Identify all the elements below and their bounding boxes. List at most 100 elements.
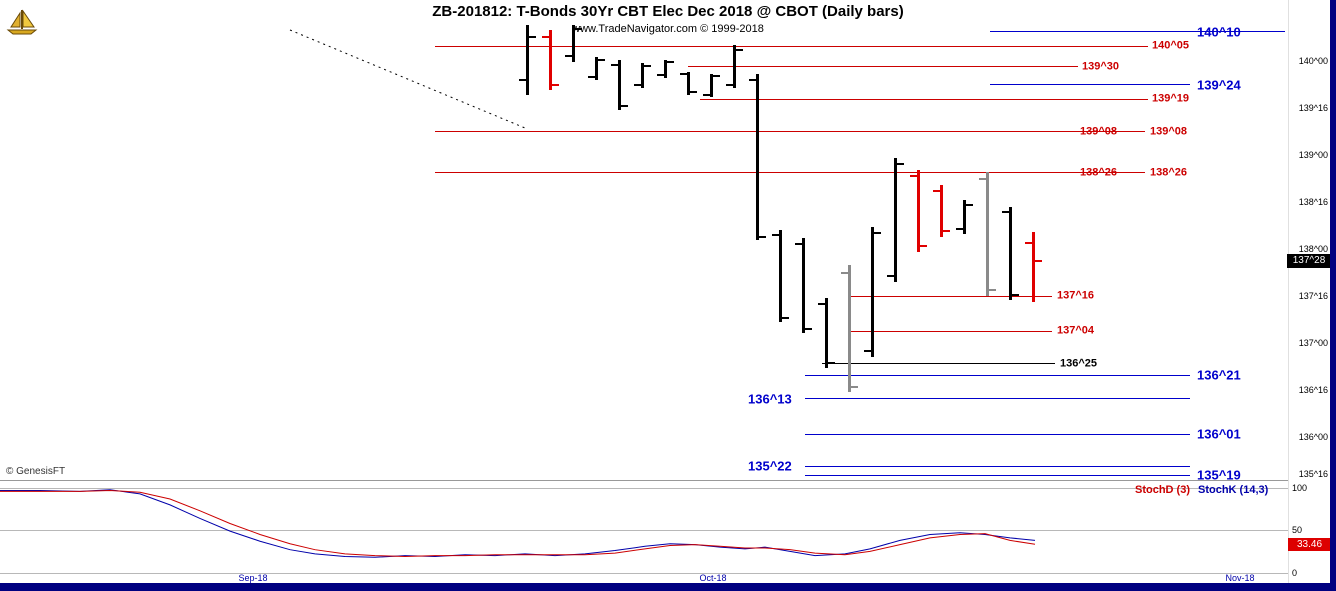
- price-axis-label: 136^00: [1298, 432, 1328, 442]
- price-axis-label: 138^16: [1298, 197, 1328, 207]
- price-line-139^19[interactable]: [700, 98, 1148, 100]
- price-line-label-139^30: 139^30: [1082, 60, 1120, 73]
- price-line-label-140^10: 140^10: [1197, 24, 1241, 40]
- price-line-label-140^05: 140^05: [1152, 39, 1190, 52]
- ohlc-bar[interactable]: [756, 74, 759, 240]
- open-tick: [680, 73, 687, 76]
- stoch-axis-label: 100: [1292, 483, 1308, 493]
- ohlc-bar[interactable]: [940, 185, 943, 237]
- close-tick: [529, 35, 536, 38]
- price-line-136^25[interactable]: [822, 363, 1055, 365]
- close-tick: [943, 230, 950, 233]
- price-line-label-136^21: 136^21: [1197, 367, 1241, 383]
- open-tick: [910, 174, 917, 177]
- open-tick: [887, 275, 894, 278]
- stoch-axis-label: 0: [1292, 567, 1298, 578]
- close-tick: [1035, 259, 1042, 262]
- price-axis-label: 139^16: [1298, 103, 1328, 113]
- stoch-gridline-100: [0, 488, 1288, 489]
- date-axis-label: Oct-18: [699, 573, 727, 583]
- ohlc-bar[interactable]: [687, 72, 690, 95]
- close-tick: [667, 60, 674, 63]
- open-tick: [1025, 242, 1032, 245]
- close-tick: [552, 83, 559, 86]
- open-tick: [726, 83, 733, 86]
- open-tick: [979, 177, 986, 180]
- price-line-label-136^25: 136^25: [1060, 357, 1098, 370]
- price-line-label-138^26: 138^26: [1150, 166, 1188, 179]
- ohlc-bar[interactable]: [595, 57, 598, 80]
- genesis-logo-icon[interactable]: [5, 8, 39, 36]
- open-tick: [818, 302, 825, 305]
- price-line-136^21[interactable]: [805, 374, 1190, 376]
- panel-divider: [0, 480, 1288, 481]
- open-tick: [657, 74, 664, 77]
- ohlc-bar[interactable]: [894, 157, 897, 282]
- ohlc-bar[interactable]: [1032, 232, 1035, 302]
- ohlc-bar[interactable]: [871, 227, 874, 358]
- price-line-139^30[interactable]: [688, 66, 1078, 68]
- open-tick: [864, 350, 871, 353]
- ohlc-bar[interactable]: [664, 60, 667, 78]
- ohlc-bar[interactable]: [549, 29, 552, 91]
- price-line-label-135^22: 135^22: [748, 458, 792, 474]
- open-tick: [1002, 211, 1009, 214]
- close-tick: [644, 64, 651, 67]
- ohlc-bar[interactable]: [779, 230, 782, 323]
- price-line-136^01[interactable]: [805, 433, 1190, 435]
- price-line-135^19[interactable]: [805, 474, 1190, 476]
- ohlc-bar[interactable]: [1009, 206, 1012, 300]
- price-line-138^26[interactable]: [435, 172, 1145, 174]
- close-tick: [966, 203, 973, 206]
- price-line-136^13[interactable]: [805, 398, 1190, 400]
- ohlc-bar[interactable]: [825, 297, 828, 369]
- close-tick: [782, 316, 789, 319]
- open-tick: [611, 63, 618, 66]
- close-tick: [759, 235, 766, 238]
- price-line-label-137^16: 137^16: [1057, 289, 1095, 302]
- open-tick: [634, 84, 641, 87]
- open-tick: [841, 271, 848, 274]
- ohlc-bar[interactable]: [802, 237, 805, 333]
- ohlc-bar[interactable]: [572, 25, 575, 62]
- price-axis-label: 139^00: [1298, 150, 1328, 160]
- price-line-137^16[interactable]: [848, 295, 1052, 297]
- close-tick: [621, 105, 628, 108]
- price-line-label-136^13: 136^13: [748, 391, 792, 407]
- price-line-label-139^19: 139^19: [1152, 92, 1190, 105]
- close-tick: [713, 75, 720, 78]
- open-tick: [542, 35, 549, 38]
- horizontal-scrollbar[interactable]: [0, 583, 1336, 591]
- close-tick: [805, 327, 812, 330]
- price-line-label-139^08: 139^08: [1080, 125, 1118, 137]
- price-line-label-138^26: 138^26: [1080, 166, 1118, 179]
- axis-divider: [1288, 0, 1289, 583]
- price-line-140^10[interactable]: [990, 31, 1285, 33]
- close-tick: [920, 245, 927, 248]
- price-line-140^05[interactable]: [435, 45, 1148, 47]
- stochk-indicator-label: StochK (14,3): [1198, 484, 1269, 496]
- ohlc-bar[interactable]: [641, 62, 644, 89]
- close-tick: [736, 48, 743, 51]
- price-line-139^08[interactable]: [435, 131, 1145, 132]
- ohlc-bar[interactable]: [526, 25, 529, 95]
- price-line-135^22[interactable]: [805, 465, 1190, 467]
- ohlc-bar[interactable]: [618, 60, 621, 110]
- ohlc-bar[interactable]: [963, 200, 966, 234]
- price-line-137^04[interactable]: [848, 330, 1052, 332]
- price-line-label-136^01: 136^01: [1197, 426, 1241, 442]
- ohlc-bar[interactable]: [710, 74, 713, 97]
- open-tick: [933, 189, 940, 192]
- ohlc-bar[interactable]: [986, 171, 989, 296]
- ohlc-bar[interactable]: [917, 170, 920, 252]
- vertical-scrollbar[interactable]: [1330, 0, 1336, 591]
- price-axis-label: 137^00: [1298, 338, 1328, 348]
- price-line-139^24[interactable]: [990, 84, 1190, 85]
- open-tick: [795, 243, 802, 246]
- chart-title: ZB-201812: T-Bonds 30Yr CBT Elec Dec 201…: [432, 3, 904, 20]
- price-axis-label: 137^16: [1298, 291, 1328, 301]
- ohlc-bar[interactable]: [733, 45, 736, 89]
- ohlc-bar[interactable]: [848, 264, 851, 392]
